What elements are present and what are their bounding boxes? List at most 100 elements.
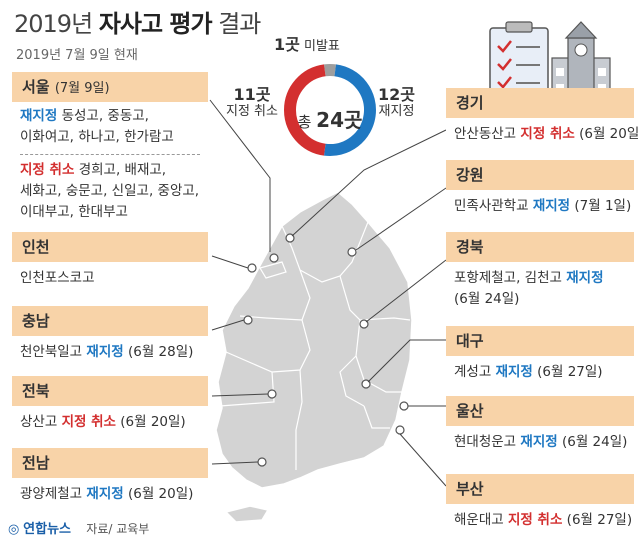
mainland-outline xyxy=(215,191,413,489)
region-body: 해운대고 지정 취소 (6월 27일) xyxy=(446,504,634,537)
region-header: 전남 xyxy=(12,448,208,478)
school-list: 포항제철고, 김천고 xyxy=(454,270,562,286)
school-list: 인천포스코고 xyxy=(20,270,95,286)
keep-summary: 12곳 재지정 xyxy=(378,86,415,120)
school-list: 계성고 xyxy=(454,364,492,380)
cancel-count: 11곳 xyxy=(233,85,271,104)
donut-slice-keep xyxy=(324,64,376,156)
line-gyeonggi xyxy=(291,129,447,237)
school-list: 민족사관학교 xyxy=(454,198,529,214)
dot-chungnam xyxy=(243,315,253,325)
result-keep: 재지정 xyxy=(86,486,124,502)
school-list: 상산고 xyxy=(20,414,58,430)
region-gyeongbuk: 경북 포항제철고, 김천고 재지정 (6월 24일) xyxy=(446,232,634,316)
region-header: 강원 xyxy=(446,160,634,190)
region-date: (6월 28일) xyxy=(127,344,194,360)
donut-chart xyxy=(284,64,376,156)
region-date: (6월 24일) xyxy=(454,291,520,307)
school-list: 동성고, 중동고, xyxy=(61,108,149,124)
school-list: 세화고, 숭문고, 신일고, 중앙고, xyxy=(20,183,200,199)
keep-count: 12곳 xyxy=(378,85,415,104)
dot-busan xyxy=(395,425,405,435)
region-header: 경북 xyxy=(446,232,634,262)
title-suffix: 결과 xyxy=(218,10,261,38)
school-list: 현대청운고 xyxy=(454,434,517,450)
region-seoul: 서울 (7월 9일) 재지정 동성고, 중동고, 이화여고, 하나고, 한가람고… xyxy=(12,72,208,229)
region-date: (6월 20일) xyxy=(579,126,640,142)
title-bold: 자사고 평가 xyxy=(98,10,213,38)
school-list: 안산동산고 xyxy=(454,126,517,142)
region-name: 서울 xyxy=(22,78,50,96)
region-body: 안산동산고 지정 취소 (6월 20일) xyxy=(446,118,640,151)
unevaluated-text: 미발표 xyxy=(304,39,340,54)
result-keep: 재지정 xyxy=(495,364,533,380)
line-jeonnam xyxy=(211,461,259,465)
line-chungnam xyxy=(211,319,245,331)
region-body: 계성고 재지정 (6월 27일) xyxy=(446,356,634,389)
school-list: 이대부고, 한대부고 xyxy=(20,204,128,220)
region-date: (6월 24일) xyxy=(561,434,628,450)
cancel-summary: 11곳 지정 취소 xyxy=(226,86,278,120)
dot-jeonbuk xyxy=(267,389,277,399)
result-keep: 재지정 xyxy=(20,108,58,124)
region-gangwon: 강원 민족사관학교 재지정 (7월 1일) xyxy=(446,160,634,223)
footer: ◎ 연합뉴스 자료/ 교육부 xyxy=(8,518,149,537)
region-header: 부산 xyxy=(446,474,634,504)
total-value: 24곳 xyxy=(316,108,363,132)
title-prefix: 2019년 xyxy=(14,10,93,38)
region-date: (7월 9일) xyxy=(54,81,110,96)
line-daegu xyxy=(367,339,446,383)
dot-jeonnam xyxy=(257,457,267,467)
cancel-text: 지정 취소 xyxy=(226,104,278,119)
region-header: 인천 xyxy=(12,232,208,262)
region-body: 민족사관학교 재지정 (7월 1일) xyxy=(446,190,634,223)
result-keep: 재지정 xyxy=(520,434,558,450)
result-cancel: 지정 취소 xyxy=(20,162,75,178)
unevaluated-label: 1곳 미발표 xyxy=(274,36,340,55)
news-logo-icon: ◎ xyxy=(8,522,20,537)
region-date: (7월 1일) xyxy=(574,198,632,214)
page-title: 2019년 자사고 평가 결과 xyxy=(14,4,261,39)
subtitle: 2019년 7월 9일 현재 xyxy=(16,48,138,63)
line-gangwon xyxy=(355,187,447,251)
region-header: 대구 xyxy=(446,326,634,356)
dot-ulsan xyxy=(399,401,409,411)
region-gyeonggi: 경기 안산동산고 지정 취소 (6월 20일) xyxy=(446,88,640,151)
line-jeonbuk xyxy=(211,393,269,397)
region-body: 재지정 동성고, 중동고, 이화여고, 하나고, 한가람고 지정 취소 경희고,… xyxy=(12,102,208,229)
unevaluated-count: 1곳 xyxy=(274,35,300,54)
region-busan: 부산 해운대고 지정 취소 (6월 27일) xyxy=(446,474,634,537)
region-header: 경기 xyxy=(446,88,634,118)
line-incheon xyxy=(211,255,249,269)
dot-incheon xyxy=(247,263,257,273)
region-body: 상산고 지정 취소 (6월 20일) xyxy=(12,406,208,439)
jeju-island xyxy=(224,505,270,523)
dot-gangwon xyxy=(347,247,357,257)
dot-seoul xyxy=(269,253,279,263)
region-daegu: 대구 계성고 재지정 (6월 27일) xyxy=(446,326,634,389)
region-date: (6월 20일) xyxy=(127,486,194,502)
result-cancel: 지정 취소 xyxy=(61,414,116,430)
line-gyeongbuk xyxy=(365,259,447,323)
news-logo-text: 연합뉴스 xyxy=(23,522,72,537)
result-keep: 재지정 xyxy=(532,198,571,214)
region-date: (6월 27일) xyxy=(537,364,603,380)
school-list: 경희고, 배재고, xyxy=(78,162,167,178)
region-body: 광양제철고 재지정 (6월 20일) xyxy=(12,478,208,511)
divider xyxy=(20,154,200,155)
donut-center: 총 24곳 xyxy=(290,104,370,133)
region-body: 천안북일고 재지정 (6월 28일) xyxy=(12,336,208,369)
checklist-icon xyxy=(489,21,549,101)
region-incheon: 인천 인천포스코고 xyxy=(12,232,208,295)
region-date: (6월 20일) xyxy=(120,414,186,430)
region-body: 인천포스코고 xyxy=(12,262,208,295)
region-header: 울산 xyxy=(446,396,634,426)
region-jeonnam: 전남 광양제철고 재지정 (6월 20일) xyxy=(12,448,208,511)
line-busan xyxy=(399,433,447,487)
result-keep: 재지정 xyxy=(86,344,124,360)
region-jeonbuk: 전북 상산고 지정 취소 (6월 20일) xyxy=(12,376,208,439)
source-credit: 자료/ 교육부 xyxy=(86,522,150,536)
total-prefix: 총 xyxy=(297,113,312,131)
result-cancel: 지정 취소 xyxy=(507,512,563,528)
region-body: 현대청운고 재지정 (6월 24일) xyxy=(446,426,634,459)
